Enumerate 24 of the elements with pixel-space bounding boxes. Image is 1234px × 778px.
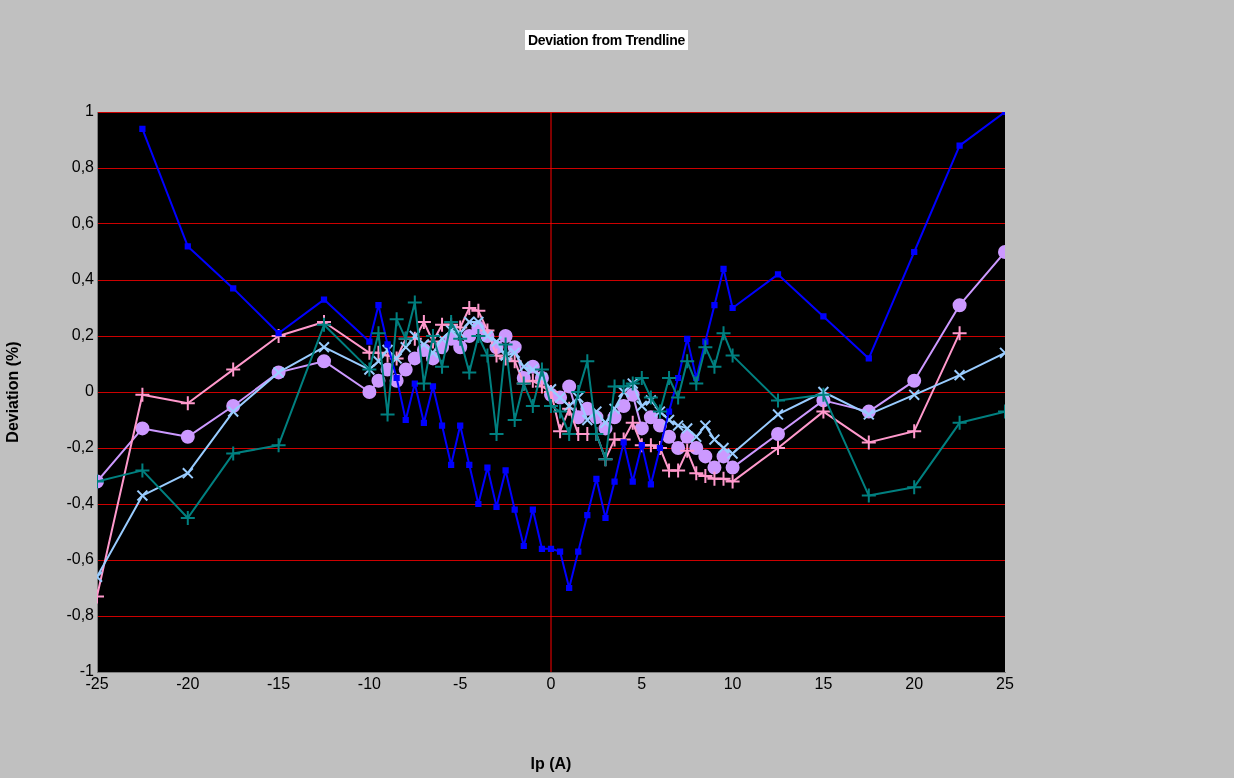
x-tick-label: 5 <box>637 675 647 693</box>
x-tick-label: 0 <box>546 675 556 693</box>
y-tick-label: -0,6 <box>66 550 95 568</box>
x-axis-title: Ip (A) <box>530 754 572 772</box>
x-tick-label: -25 <box>85 675 109 693</box>
x-tick-label: 15 <box>814 675 833 693</box>
y-axis-title: Deviation (%) <box>4 341 22 443</box>
x-tick-label: 25 <box>996 675 1014 693</box>
y-tick-label: 0,4 <box>71 270 95 288</box>
x-tick-label: 20 <box>905 675 924 693</box>
chart-title: Deviation from Trendline <box>525 30 688 50</box>
x-tick-label: -15 <box>267 675 291 693</box>
y-tick-label: 0,2 <box>71 326 95 344</box>
y-tick-label: -0,8 <box>66 606 95 624</box>
x-tick-label: -5 <box>453 675 468 693</box>
y-tick-label: 0,8 <box>71 158 95 176</box>
y-tick-label: -0,4 <box>66 494 95 512</box>
x-tick-label: -10 <box>357 675 382 693</box>
y-tick-label: 0 <box>85 382 95 400</box>
y-tick-label: -0,2 <box>66 438 95 456</box>
x-tick-label: 10 <box>723 675 742 693</box>
x-tick-label: -20 <box>176 675 200 693</box>
y-tick-label: 1 <box>85 102 95 120</box>
y-tick-label: 0,6 <box>71 214 95 232</box>
